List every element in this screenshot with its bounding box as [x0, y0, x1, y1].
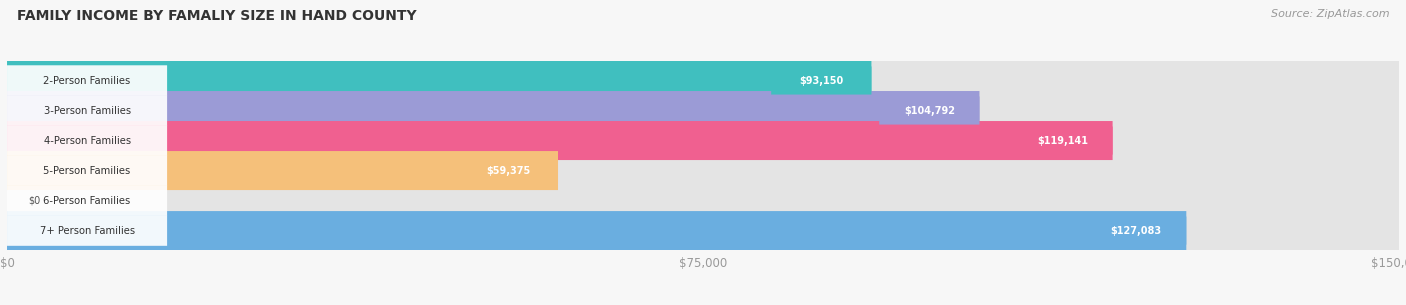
FancyBboxPatch shape	[7, 151, 1399, 190]
Text: $0: $0	[28, 196, 41, 206]
Text: FAMILY INCOME BY FAMALIY SIZE IN HAND COUNTY: FAMILY INCOME BY FAMALIY SIZE IN HAND CO…	[17, 9, 416, 23]
FancyBboxPatch shape	[1085, 217, 1187, 245]
FancyBboxPatch shape	[7, 185, 167, 216]
Text: 5-Person Families: 5-Person Families	[44, 166, 131, 176]
Text: $119,141: $119,141	[1038, 135, 1088, 145]
Text: 4-Person Families: 4-Person Families	[44, 135, 131, 145]
FancyBboxPatch shape	[7, 121, 1399, 160]
FancyBboxPatch shape	[458, 156, 558, 185]
Text: Source: ZipAtlas.com: Source: ZipAtlas.com	[1271, 9, 1389, 19]
Text: 6-Person Families: 6-Person Families	[44, 196, 131, 206]
FancyBboxPatch shape	[7, 211, 1187, 250]
FancyBboxPatch shape	[7, 65, 167, 96]
Text: $127,083: $127,083	[1111, 226, 1161, 235]
FancyBboxPatch shape	[772, 66, 872, 95]
FancyBboxPatch shape	[7, 181, 1399, 220]
FancyBboxPatch shape	[879, 96, 980, 124]
FancyBboxPatch shape	[7, 91, 1399, 130]
FancyBboxPatch shape	[7, 121, 1112, 160]
FancyBboxPatch shape	[7, 61, 1399, 100]
FancyBboxPatch shape	[7, 125, 167, 156]
Text: $59,375: $59,375	[485, 166, 530, 176]
FancyBboxPatch shape	[7, 91, 980, 130]
Text: 7+ Person Families: 7+ Person Families	[39, 226, 135, 235]
Text: $104,792: $104,792	[904, 106, 955, 116]
FancyBboxPatch shape	[7, 155, 167, 186]
FancyBboxPatch shape	[7, 151, 558, 190]
FancyBboxPatch shape	[7, 211, 1399, 250]
FancyBboxPatch shape	[7, 61, 872, 100]
FancyBboxPatch shape	[7, 215, 167, 246]
FancyBboxPatch shape	[1012, 127, 1112, 155]
FancyBboxPatch shape	[7, 95, 167, 126]
Text: 2-Person Families: 2-Person Families	[44, 76, 131, 85]
Text: 3-Person Families: 3-Person Families	[44, 106, 131, 116]
Text: $93,150: $93,150	[799, 76, 844, 85]
